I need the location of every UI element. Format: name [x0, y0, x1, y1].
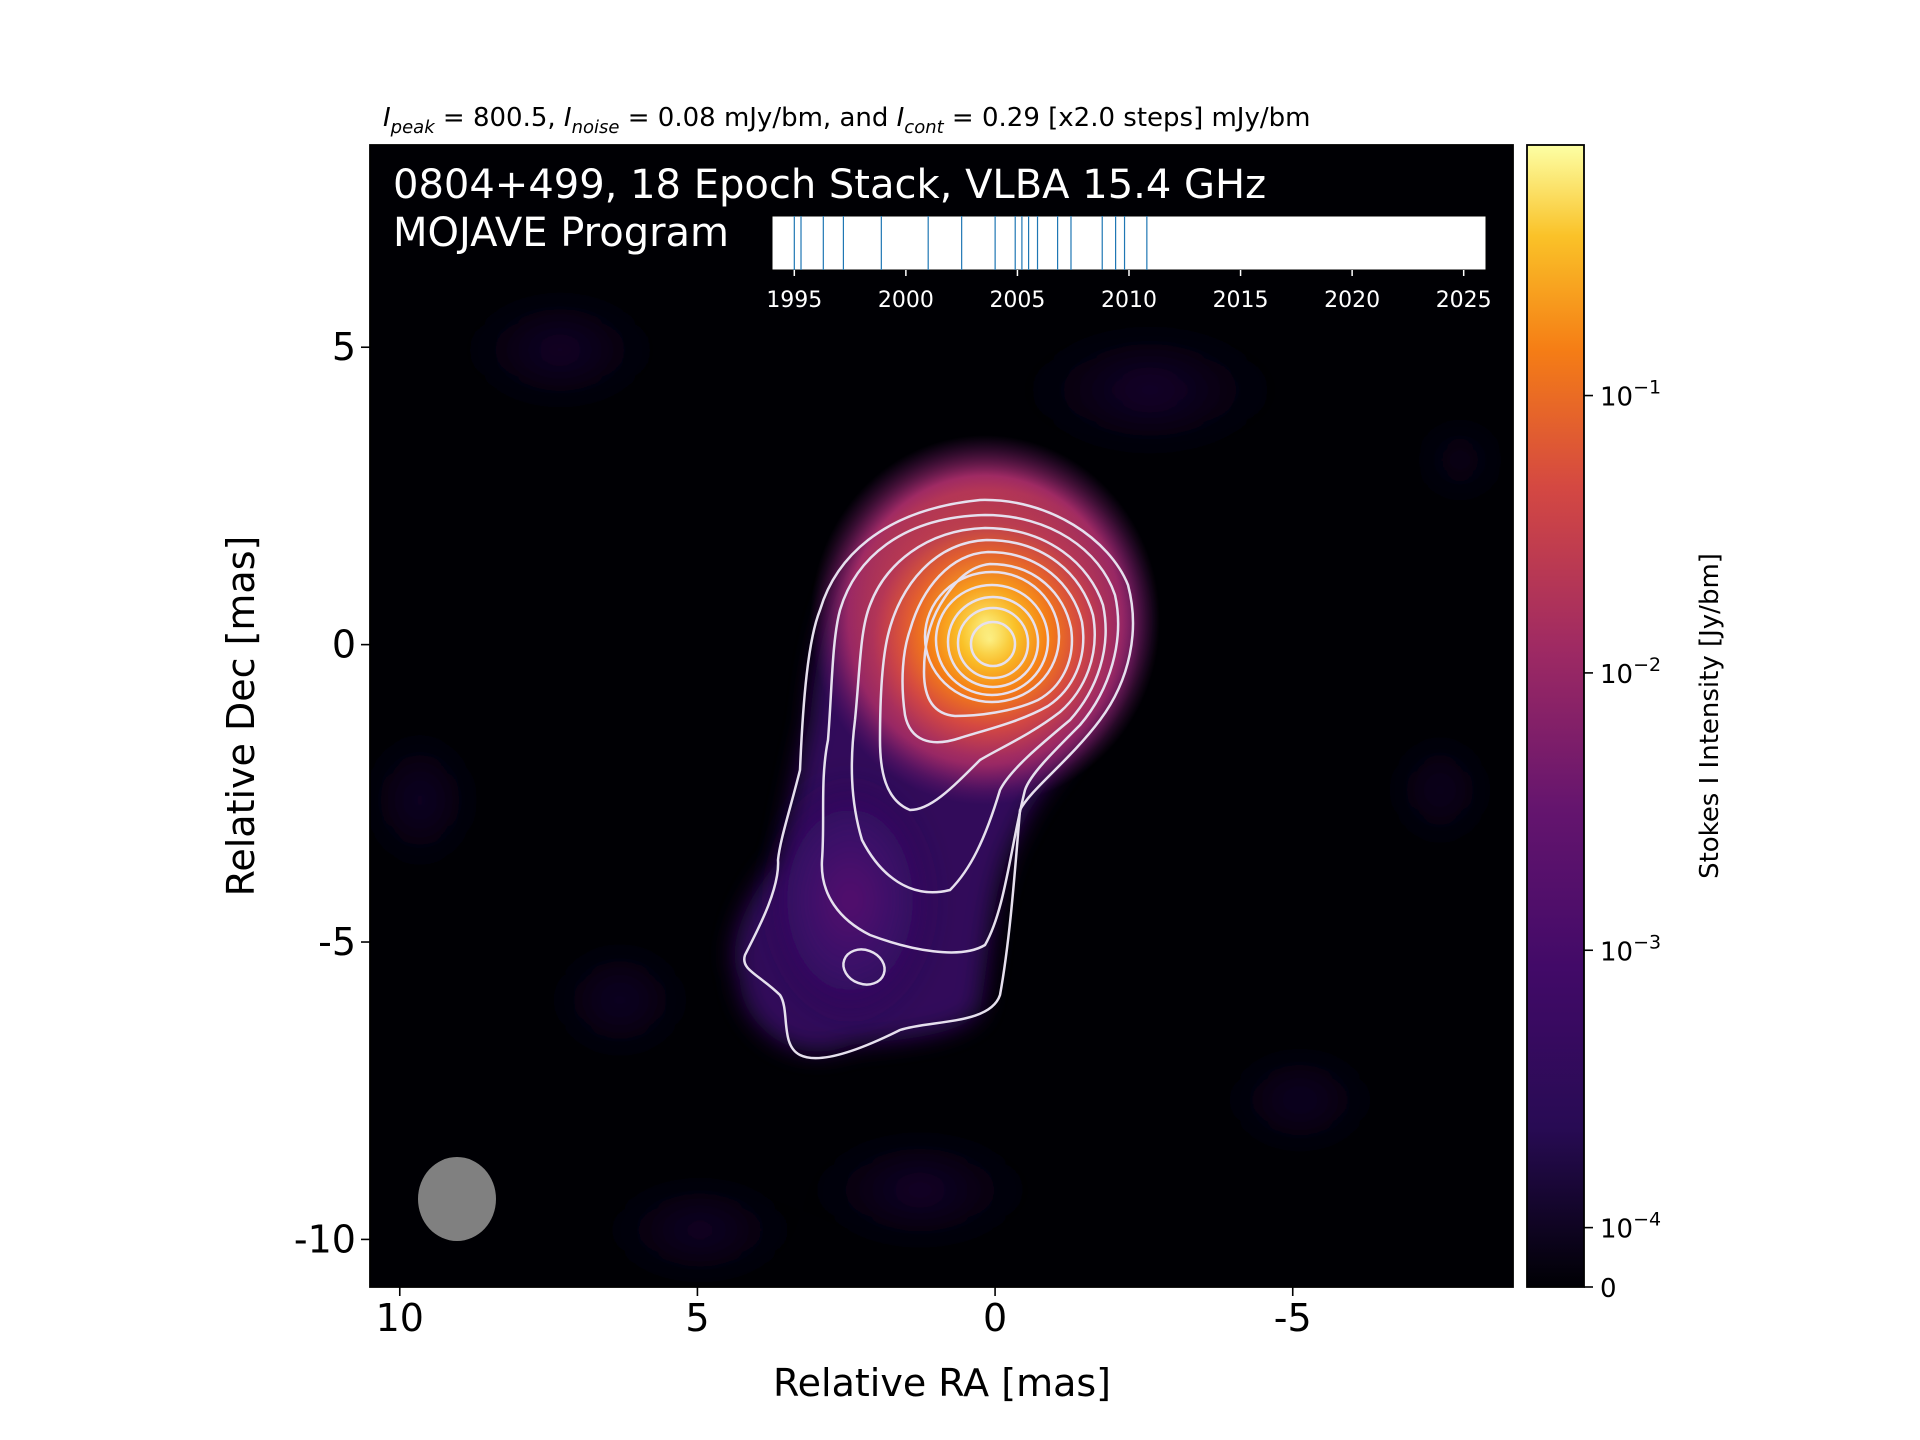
plot-title: 0804+499, 18 Epoch Stack, VLBA 15.4 GHz — [393, 162, 1266, 208]
y-tick-label-0: 5 — [332, 325, 356, 369]
header-stats: Ipeak = 800.5, Inoise = 0.08 mJy/bm, and… — [383, 103, 1310, 138]
epoch-lines — [793, 216, 1148, 270]
contour-level-4 — [878, 538, 1096, 812]
contour-level-7 — [923, 570, 1061, 704]
contour-level-3 — [850, 526, 1107, 894]
x-tick-label-2: 0 — [983, 1296, 1007, 1340]
contour-level-9 — [946, 595, 1040, 689]
epoch-tick-label-0: 1995 — [766, 288, 822, 313]
contour-level-1 — [742, 498, 1135, 1060]
x-tick-label-0: 10 — [376, 1296, 424, 1340]
jet-knot-glow — [760, 770, 940, 1030]
contour-level-6 — [922, 562, 1074, 718]
noise-background — [370, 290, 1505, 1280]
contour-jet-island — [842, 948, 886, 986]
epoch-tick-label-1: 2000 — [878, 288, 934, 313]
y-axis-label: Relative Dec [mas] — [219, 536, 263, 897]
contour-level-5 — [901, 550, 1085, 744]
contour-level-11 — [969, 620, 1017, 668]
colorbar-tick-label-2: 10−3 — [1600, 931, 1661, 967]
contour-level-8 — [934, 583, 1050, 697]
y-tick-label-3: -10 — [294, 1217, 356, 1261]
epoch-tick-label-5: 2020 — [1324, 288, 1380, 313]
colorbar-gradient — [1526, 144, 1585, 1288]
contour-level-10 — [956, 606, 1030, 680]
contour-lines — [742, 498, 1135, 1060]
colorbar: 0 10−4 10−3 10−2 10−1 Stokes I Intensity [Jy… — [1526, 144, 1725, 1304]
colorbar-label: Stokes I Intensity [Jy/bm] — [1695, 553, 1725, 879]
x-tick-label-3: -5 — [1274, 1296, 1312, 1340]
y-ticks — [361, 346, 370, 1241]
epoch-tick-label-6: 2025 — [1436, 288, 1492, 313]
colorbar-ticks: 0 10−4 10−3 10−2 10−1 — [1584, 377, 1661, 1304]
x-ticks — [398, 1287, 1294, 1296]
restoring-beam — [418, 1157, 496, 1241]
epoch-ticks: 1995 2000 2005 2010 2015 2020 2025 — [766, 270, 1492, 313]
contour-level-2 — [820, 513, 1120, 954]
epoch-tick-label-3: 2010 — [1101, 288, 1157, 313]
epoch-tick-label-2: 2005 — [989, 288, 1045, 313]
y-tick-label-2: -5 — [318, 920, 356, 964]
image-frame — [369, 144, 1514, 1288]
colorbar-tick-label-1: 10−4 — [1600, 1209, 1661, 1245]
colorbar-tick-label-4: 10−1 — [1600, 377, 1661, 413]
colorbar-tick-label-3: 10−2 — [1600, 654, 1661, 690]
y-tick-label-1: 0 — [332, 623, 356, 667]
core-glow-inner — [840, 490, 1140, 790]
epoch-timeline: 1995 2000 2005 2010 2015 2020 2025 — [766, 215, 1492, 313]
image-panel — [361, 144, 1514, 1296]
epoch-tick-label-4: 2015 — [1213, 288, 1269, 313]
y-tick-labels: 5 0 -5 -10 — [294, 325, 356, 1261]
x-axis-label: Relative RA [mas] — [773, 1361, 1111, 1405]
intensity-map — [370, 290, 1505, 1280]
x-tick-labels: 10 5 0 -5 — [376, 1296, 1312, 1340]
epoch-timeline-box — [771, 215, 1487, 271]
plot-subtitle: MOJAVE Program — [393, 210, 729, 256]
colorbar-tick-label-0: 0 — [1600, 1274, 1617, 1304]
x-tick-label-1: 5 — [685, 1296, 709, 1340]
